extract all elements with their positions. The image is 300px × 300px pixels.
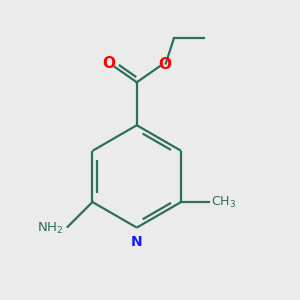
Text: O: O <box>159 57 172 72</box>
Text: O: O <box>102 56 115 71</box>
Text: CH$_3$: CH$_3$ <box>211 194 236 210</box>
Text: N: N <box>131 235 142 249</box>
Text: NH$_2$: NH$_2$ <box>37 221 64 236</box>
